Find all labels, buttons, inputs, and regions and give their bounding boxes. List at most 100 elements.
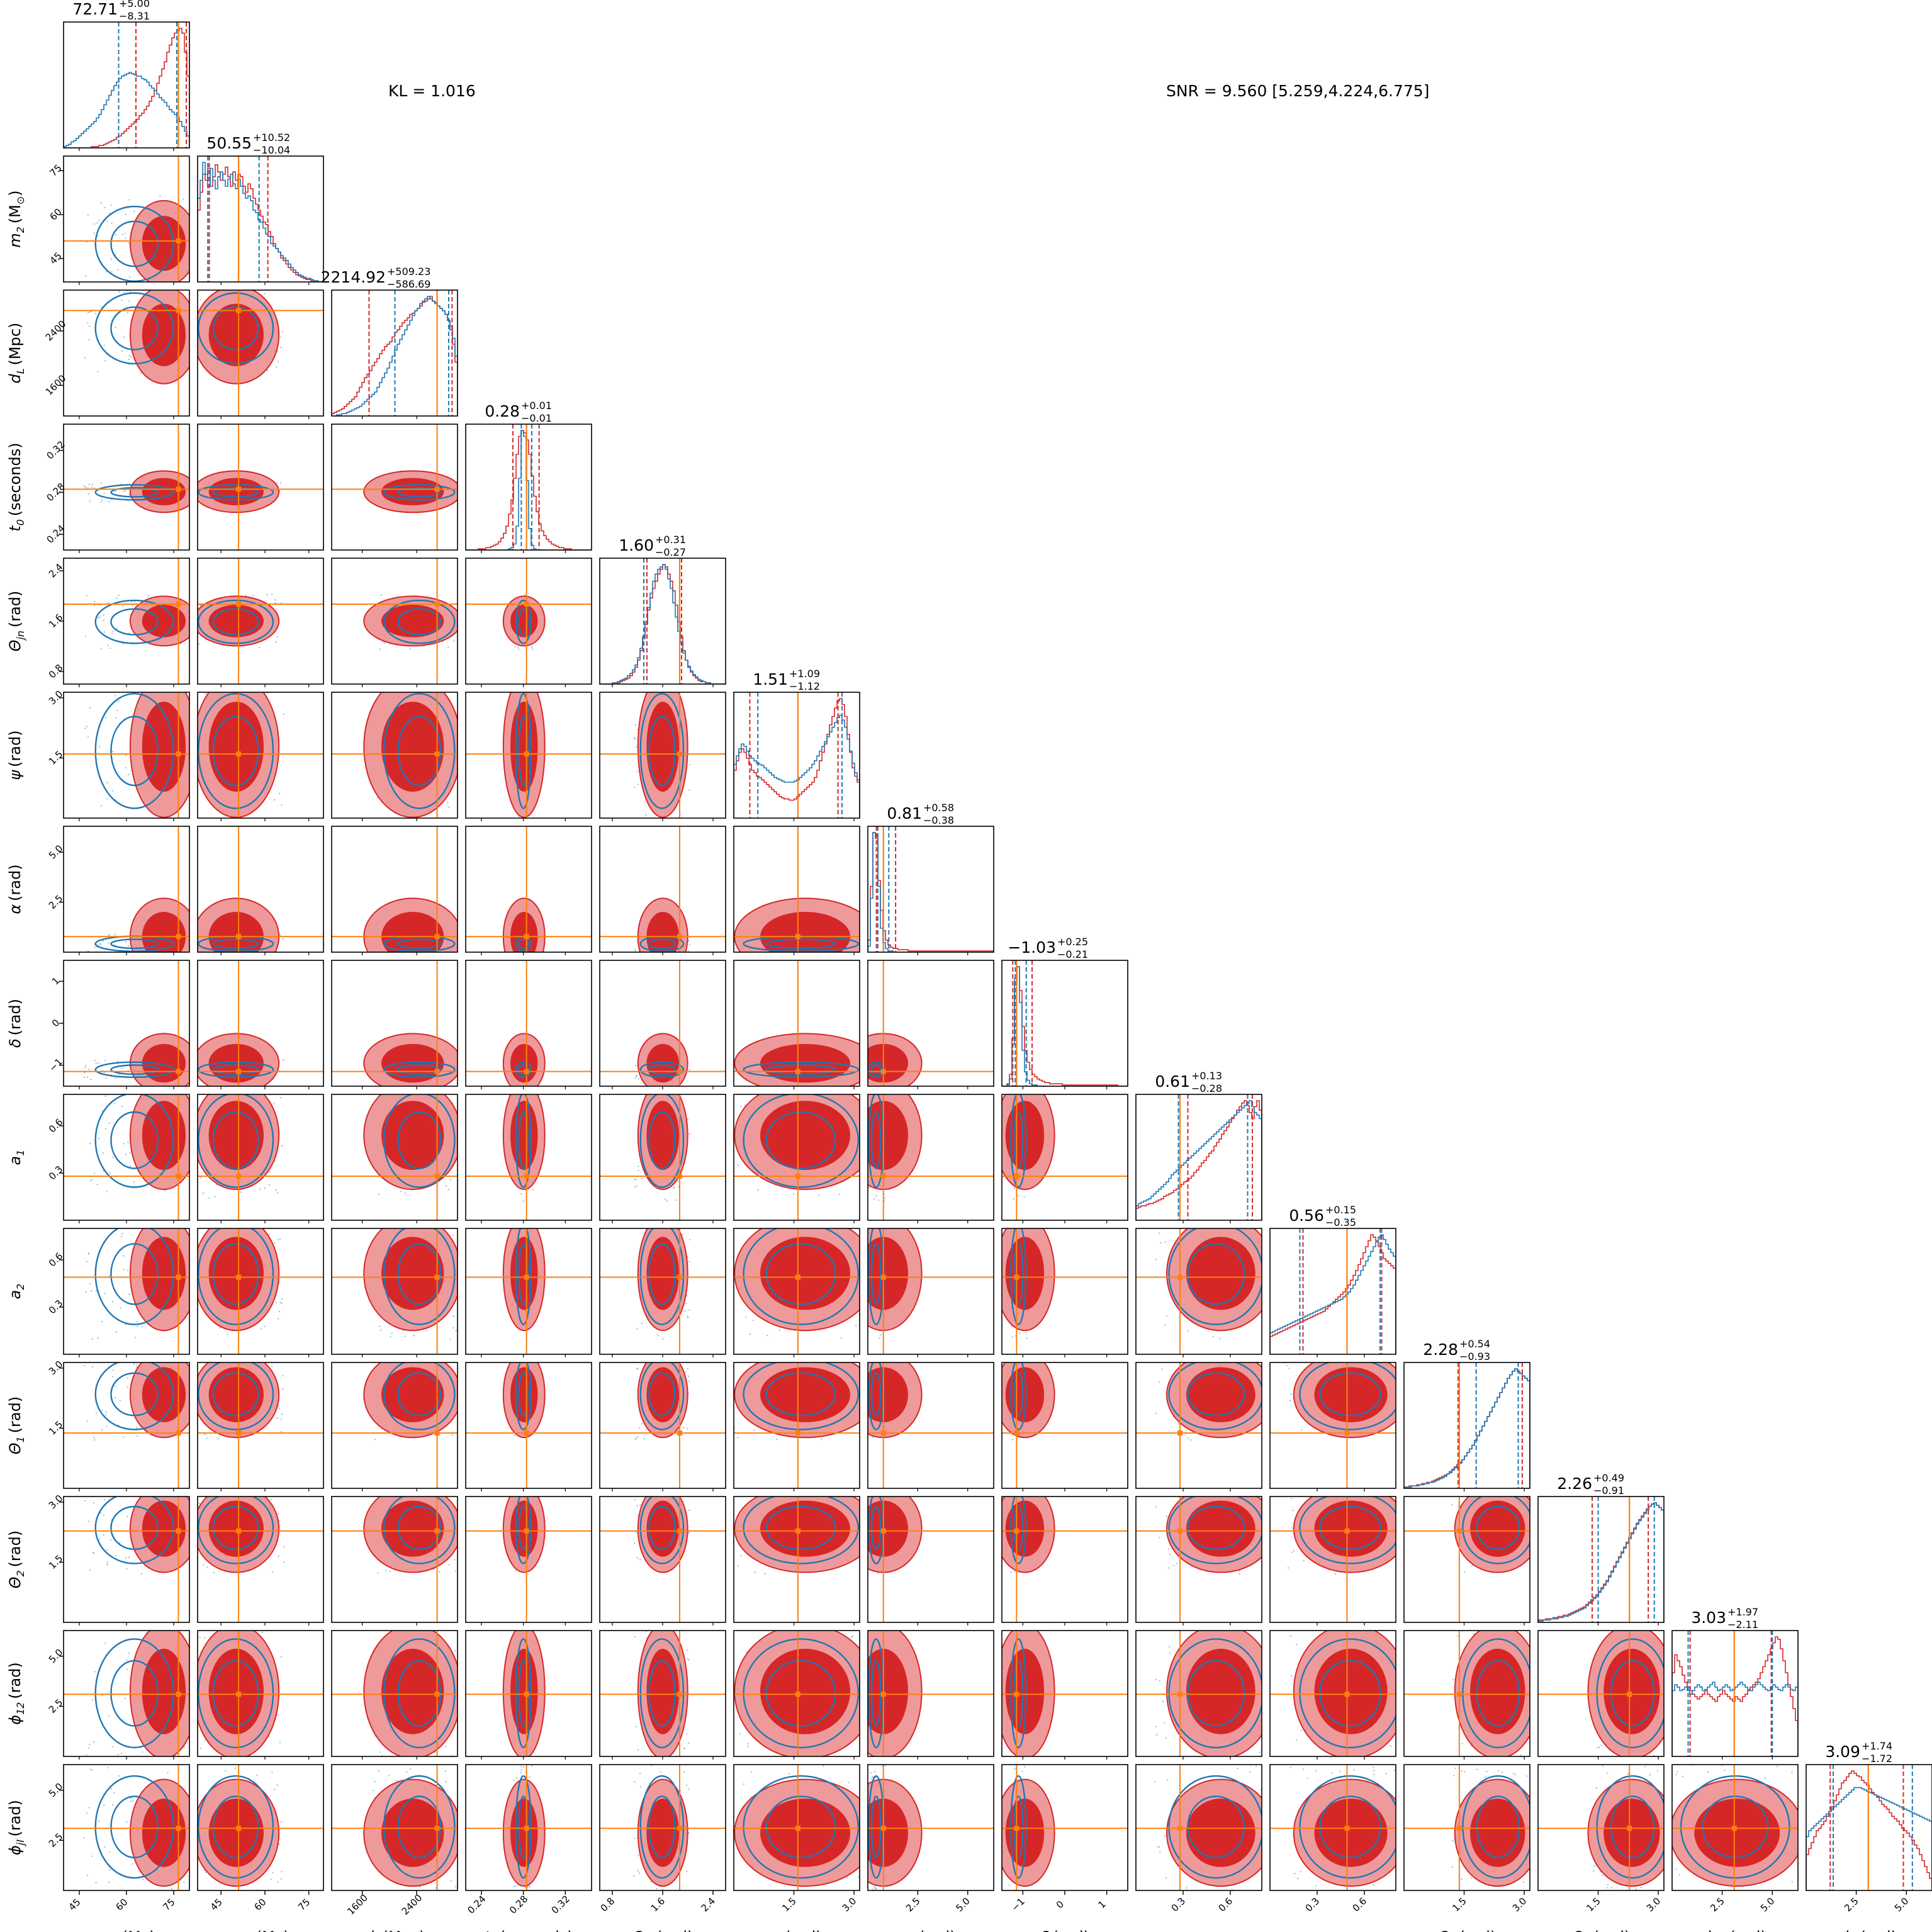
sample-point bbox=[515, 1570, 517, 1571]
sample-point bbox=[446, 802, 449, 804]
sample-point bbox=[517, 686, 519, 687]
truth-marker bbox=[1177, 1274, 1182, 1280]
sample-point bbox=[866, 1193, 867, 1194]
sample-point bbox=[1408, 1508, 1410, 1510]
series-a-inner-contour bbox=[760, 1367, 851, 1423]
series-b-inner-contour bbox=[397, 608, 442, 636]
sample-point bbox=[120, 1224, 121, 1225]
sample-point bbox=[199, 1636, 201, 1638]
sample-point bbox=[1190, 1439, 1192, 1441]
sample-point bbox=[387, 1349, 388, 1350]
hist-plot-area bbox=[1270, 1228, 1396, 1354]
series-a-inner-contour bbox=[1314, 1367, 1388, 1423]
sample-point bbox=[106, 782, 108, 783]
truth-marker bbox=[524, 1069, 529, 1074]
sample-point bbox=[688, 1509, 690, 1512]
panel-th2-vs-alpha bbox=[867, 1496, 994, 1626]
sample-point bbox=[120, 1236, 123, 1238]
sample-point bbox=[115, 695, 116, 697]
series-b-inner-contour bbox=[212, 1111, 259, 1169]
hist-title-minus-th1: −0.93 bbox=[1459, 1351, 1490, 1362]
sample-point bbox=[123, 336, 125, 338]
sample-point bbox=[125, 1154, 127, 1155]
sample-point bbox=[118, 819, 120, 820]
series-b-inner-contour bbox=[1013, 1372, 1024, 1417]
series-b-outer-contour bbox=[1010, 1497, 1027, 1564]
sample-point bbox=[112, 685, 113, 686]
panel-t0-vs-dL bbox=[331, 424, 458, 553]
sample-point bbox=[1410, 1499, 1412, 1500]
sample-point bbox=[737, 1565, 739, 1567]
panel-frame bbox=[1001, 960, 1128, 1087]
sample-point bbox=[388, 1491, 389, 1493]
sample-point bbox=[1533, 1510, 1534, 1511]
panel-a1-vs-m2 bbox=[197, 1094, 324, 1223]
sample-point bbox=[227, 283, 228, 284]
sample-point bbox=[278, 1310, 281, 1313]
panel-frame bbox=[197, 1362, 324, 1489]
sample-point bbox=[688, 1088, 689, 1089]
sample-point bbox=[1194, 1482, 1196, 1483]
2d-plot-area bbox=[466, 686, 592, 818]
sample-point bbox=[190, 1514, 191, 1515]
hist-title-plus-t0: +0.01 bbox=[521, 400, 552, 412]
sample-point bbox=[89, 311, 91, 313]
sample-point bbox=[252, 679, 253, 680]
panel-alpha-vs-dL bbox=[331, 826, 458, 955]
series-a-inner-contour bbox=[760, 1101, 851, 1171]
sample-point bbox=[400, 1191, 402, 1193]
sample-point bbox=[1027, 1092, 1028, 1094]
sample-point bbox=[454, 1570, 457, 1572]
sample-point bbox=[377, 1572, 379, 1574]
sample-point bbox=[129, 1152, 131, 1154]
2d-plot-area bbox=[734, 1497, 860, 1622]
panel-thjn-vs-m2 bbox=[194, 558, 324, 687]
sample-point bbox=[194, 632, 196, 633]
sample-point bbox=[385, 1570, 387, 1571]
sample-point bbox=[115, 254, 116, 256]
sample-point bbox=[104, 1059, 106, 1062]
series-b-outer-contour bbox=[383, 1228, 456, 1325]
sample-point bbox=[97, 371, 99, 373]
sample-point bbox=[1536, 1494, 1537, 1495]
2d-plot-area bbox=[600, 1497, 726, 1622]
panel-frame bbox=[331, 1362, 458, 1489]
sample-point bbox=[531, 1351, 532, 1352]
sample-point bbox=[1331, 1360, 1332, 1361]
sample-point bbox=[1401, 1545, 1403, 1546]
2d-plot-area bbox=[332, 688, 458, 818]
2d-plot-area bbox=[332, 424, 458, 550]
sample-point bbox=[634, 1077, 637, 1079]
panel-a2-vs-delta bbox=[1001, 1228, 1128, 1357]
sample-point bbox=[88, 1068, 90, 1070]
sample-point bbox=[434, 688, 435, 690]
hist-plot-area bbox=[1538, 1497, 1664, 1622]
hist-title-minus-a2: −0.35 bbox=[1325, 1216, 1356, 1228]
truth-marker bbox=[176, 238, 181, 244]
panel-delta-vs-alpha bbox=[867, 960, 994, 1089]
sample-point bbox=[409, 648, 411, 649]
series-b-outer-contour bbox=[515, 1228, 532, 1325]
sample-point bbox=[219, 1327, 221, 1328]
hist-title-plus-alpha: +0.58 bbox=[923, 802, 954, 814]
sample-point bbox=[84, 1072, 86, 1074]
hist-plot-area bbox=[734, 692, 860, 818]
truth-marker bbox=[524, 602, 529, 607]
series-b-outer-contour bbox=[94, 1497, 174, 1564]
hist-title-median-dL: 2214.92 bbox=[321, 268, 386, 286]
hist-title-median-thjn: 1.60 bbox=[619, 536, 654, 554]
y-tick-label-psi: 3.0 bbox=[47, 688, 65, 707]
sample-point bbox=[254, 1352, 255, 1353]
sample-point bbox=[86, 595, 87, 597]
hist-title-median-psi: 1.51 bbox=[753, 670, 788, 688]
sample-point bbox=[462, 1298, 463, 1300]
sample-point bbox=[97, 1337, 99, 1339]
panel-frame bbox=[733, 1496, 860, 1623]
sample-point bbox=[1018, 1485, 1019, 1486]
sample-point bbox=[280, 1418, 282, 1420]
panel-frame bbox=[465, 826, 592, 953]
sample-point bbox=[281, 1303, 283, 1305]
2d-plot-area bbox=[64, 424, 189, 550]
sample-point bbox=[111, 751, 114, 753]
